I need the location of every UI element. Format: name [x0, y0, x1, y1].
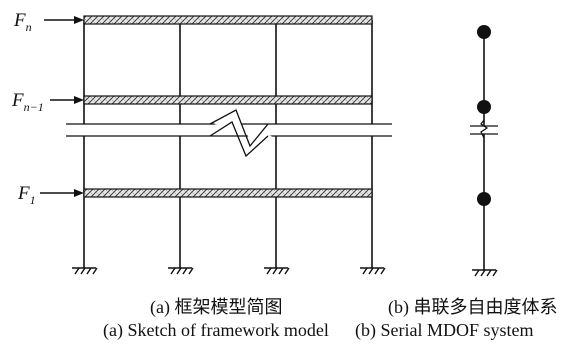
force-label-fn-minus-1: Fn−1 — [11, 90, 44, 114]
beam-middle — [83, 95, 373, 105]
mass-node-top — [477, 25, 491, 39]
caption-b-english: (b) Serial MDOF system — [355, 320, 534, 340]
arrow-fn-head — [74, 16, 84, 24]
force-arrows — [40, 16, 84, 197]
break-zigzag-lower — [209, 121, 269, 158]
support-mdof — [472, 269, 498, 277]
support-2 — [168, 267, 194, 275]
caption-a-english: (a) Sketch of framework model — [103, 320, 329, 340]
mass-node-middle — [477, 100, 491, 114]
arrow-fn1-head — [74, 96, 84, 104]
supports-frame — [72, 267, 386, 275]
mdof-model — [470, 32, 498, 270]
caption-a-chinese: (a) 框架模型简图 — [150, 297, 283, 317]
beam-bottom — [83, 188, 373, 198]
support-3 — [264, 267, 290, 275]
caption-b-chinese: (b) 串联多自由度体系 — [388, 297, 558, 317]
force-label-f1: F1 — [17, 183, 36, 207]
beam-top — [83, 15, 373, 25]
force-label-fn: Fn — [13, 10, 32, 34]
frame-model — [83, 20, 373, 268]
mass-node-bottom — [477, 192, 491, 206]
break-zigzag-upper — [209, 109, 269, 148]
support-1 — [72, 267, 98, 275]
arrow-f1-head — [74, 189, 84, 197]
break-band-mask — [66, 124, 392, 136]
break-zigzag-mask — [214, 112, 272, 148]
mdof-break-squiggle — [480, 119, 489, 139]
support-4 — [360, 267, 386, 275]
